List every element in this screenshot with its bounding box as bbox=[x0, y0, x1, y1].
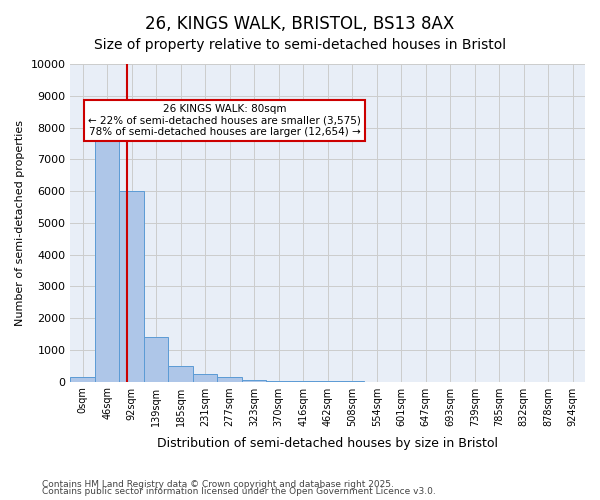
Bar bbox=[266, 381, 291, 382]
Bar bbox=[144, 337, 169, 382]
Bar bbox=[217, 378, 242, 382]
Bar bbox=[242, 380, 266, 382]
Text: 26, KINGS WALK, BRISTOL, BS13 8AX: 26, KINGS WALK, BRISTOL, BS13 8AX bbox=[145, 15, 455, 33]
Text: Contains public sector information licensed under the Open Government Licence v3: Contains public sector information licen… bbox=[42, 487, 436, 496]
Text: Size of property relative to semi-detached houses in Bristol: Size of property relative to semi-detach… bbox=[94, 38, 506, 52]
Bar bbox=[95, 130, 119, 382]
Text: 26 KINGS WALK: 80sqm
← 22% of semi-detached houses are smaller (3,575)
78% of se: 26 KINGS WALK: 80sqm ← 22% of semi-detac… bbox=[88, 104, 361, 137]
Bar bbox=[169, 366, 193, 382]
X-axis label: Distribution of semi-detached houses by size in Bristol: Distribution of semi-detached houses by … bbox=[157, 437, 498, 450]
Bar bbox=[70, 377, 95, 382]
Bar bbox=[119, 191, 144, 382]
Y-axis label: Number of semi-detached properties: Number of semi-detached properties bbox=[15, 120, 25, 326]
Bar bbox=[193, 374, 217, 382]
Text: Contains HM Land Registry data © Crown copyright and database right 2025.: Contains HM Land Registry data © Crown c… bbox=[42, 480, 394, 489]
